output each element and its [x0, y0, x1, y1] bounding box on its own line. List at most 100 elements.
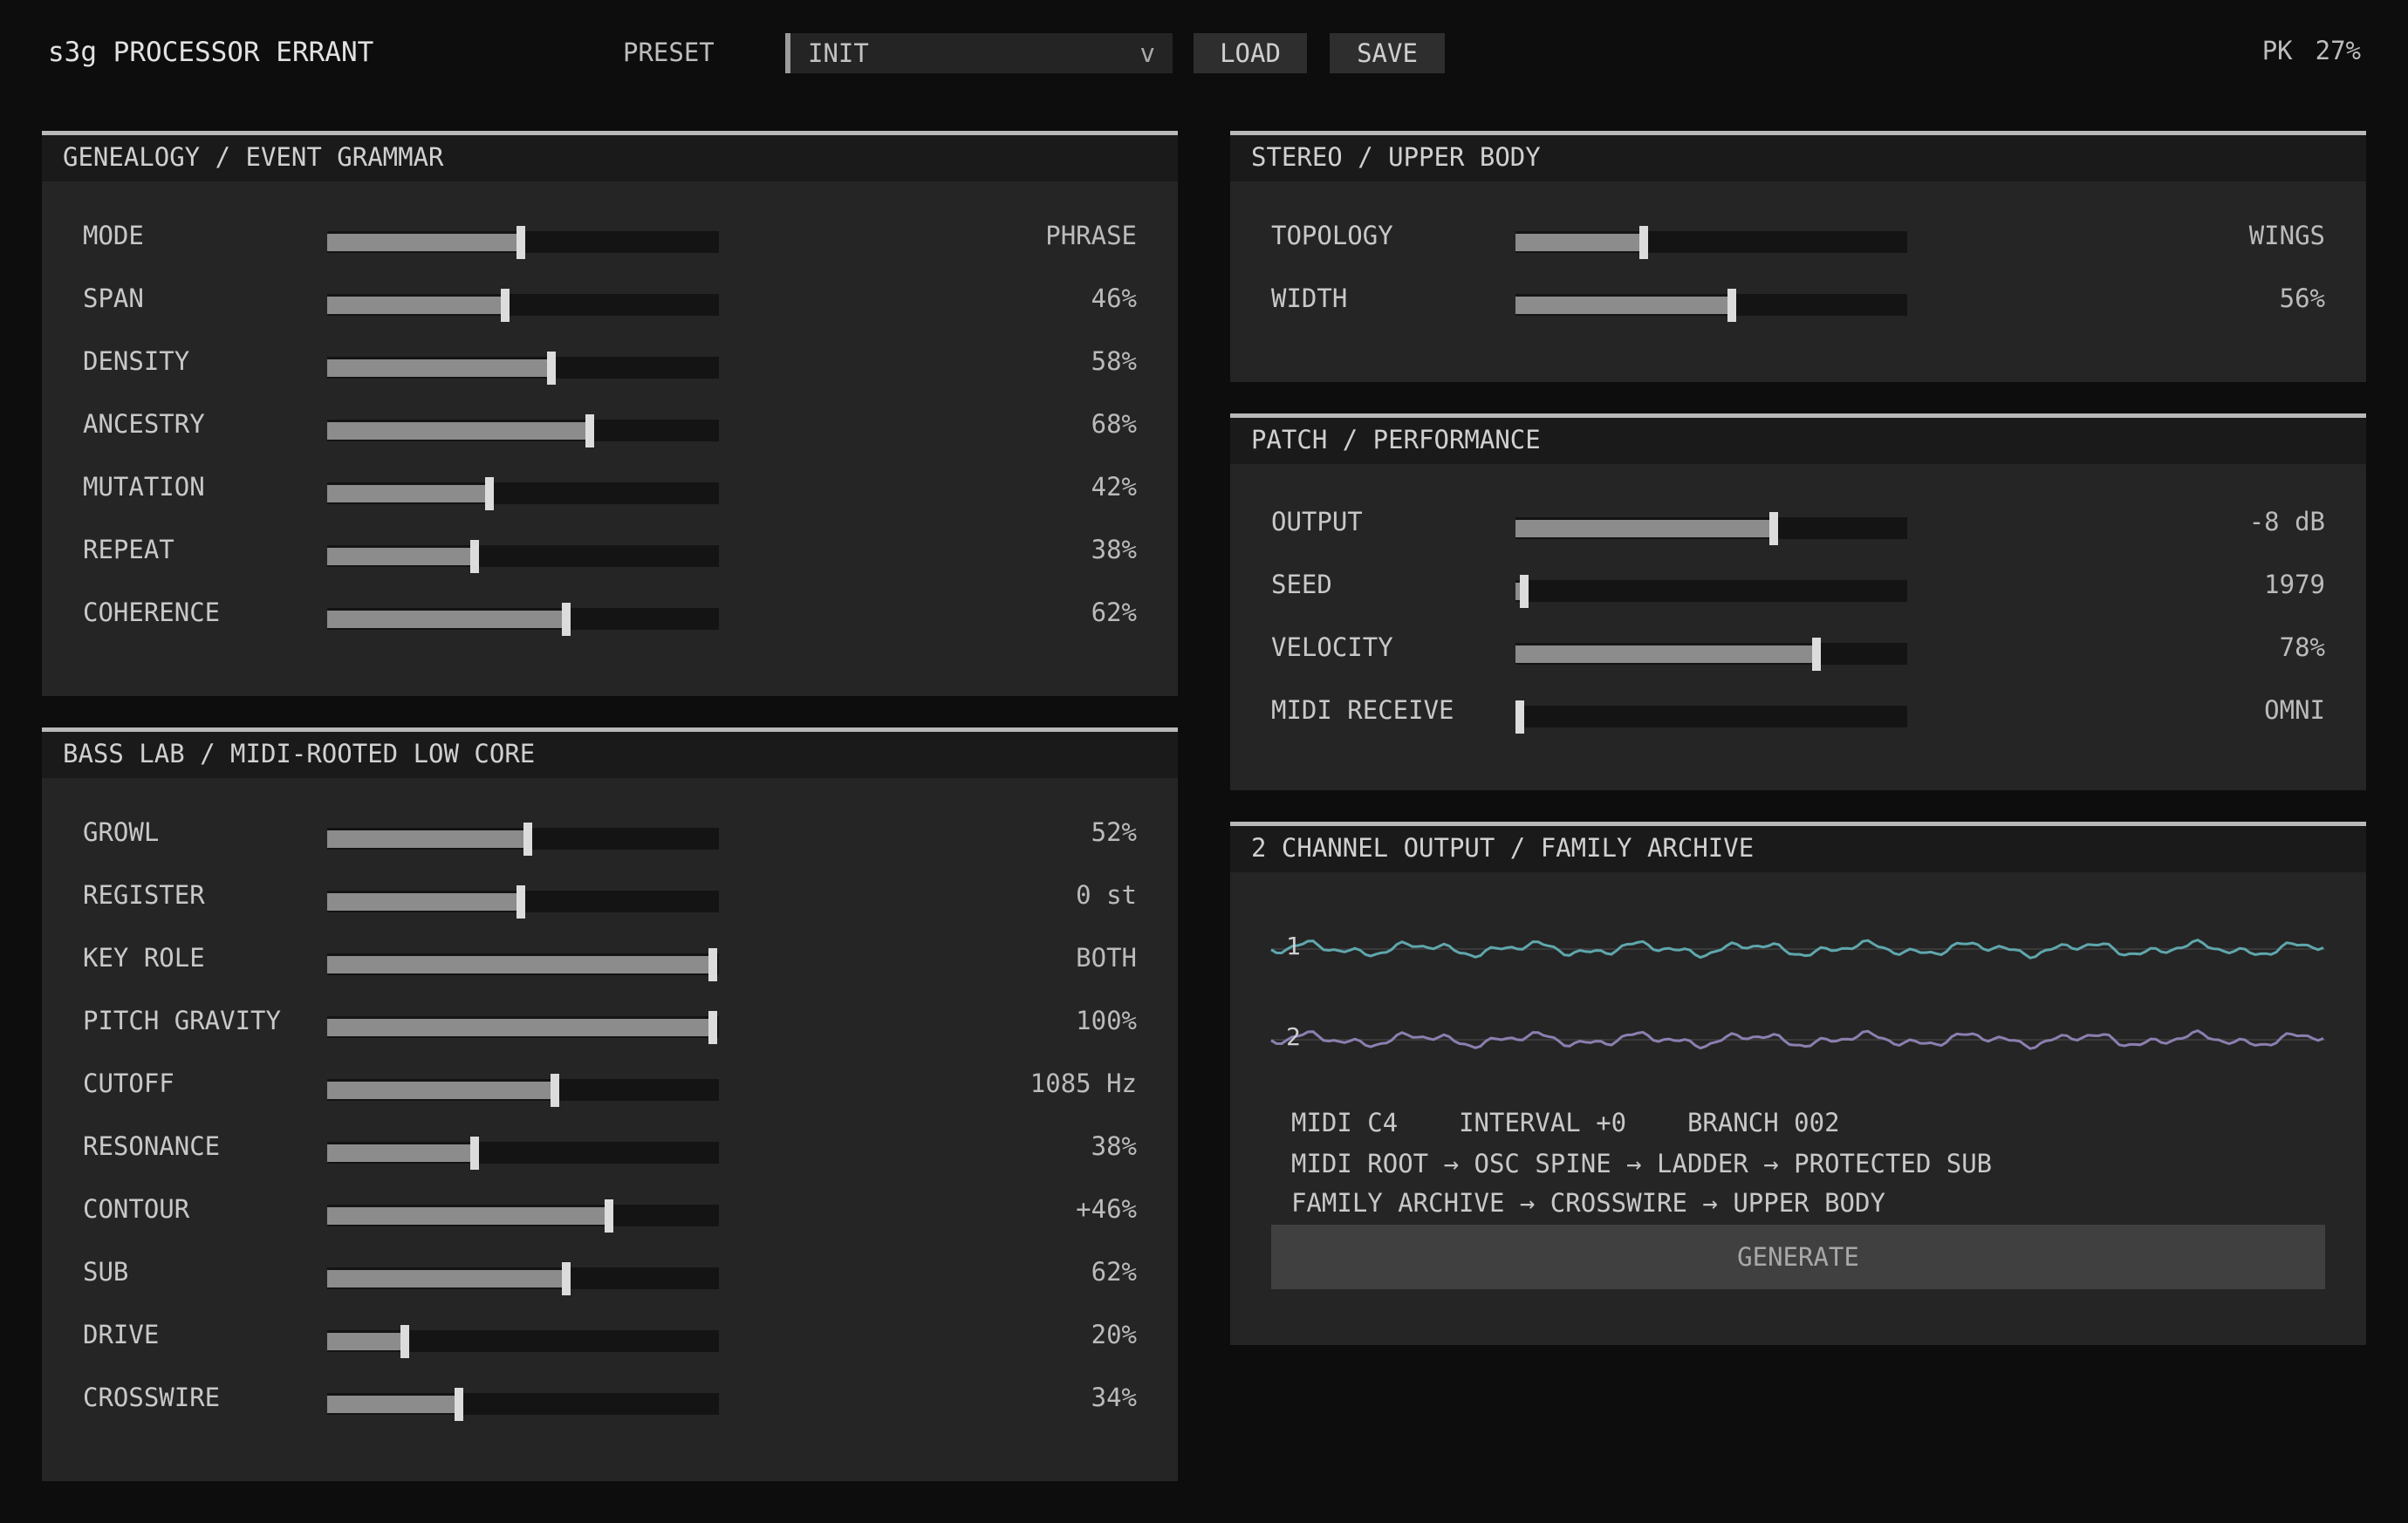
slider-thumb[interactable]	[708, 948, 717, 981]
slider-fill	[327, 1144, 474, 1162]
slider-thumb[interactable]	[516, 885, 525, 919]
slider-thumb[interactable]	[485, 477, 494, 510]
param-slider[interactable]	[327, 603, 719, 636]
param-value: 42%	[1091, 472, 1137, 502]
param-slider[interactable]	[327, 414, 719, 447]
param-label: ANCESTRY	[83, 409, 205, 439]
slider-thumb[interactable]	[605, 1199, 613, 1233]
param-slider[interactable]	[327, 1325, 719, 1358]
slider-thumb[interactable]	[562, 1262, 571, 1295]
slider-thumb[interactable]	[1812, 638, 1821, 671]
slider-thumb[interactable]	[1727, 289, 1736, 322]
output-panel: 2 CHANNEL OUTPUT / FAMILY ARCHIVE 1 2 MI…	[1230, 822, 2366, 1345]
param-value: 34%	[1091, 1383, 1137, 1412]
slider-thumb[interactable]	[547, 352, 556, 385]
route-line-2: FAMILY ARCHIVE → CROSSWIRE → UPPER BODY	[1291, 1188, 1885, 1218]
slider-thumb[interactable]	[562, 603, 571, 636]
param-row: GROWL 52%	[42, 812, 1178, 856]
preset-select[interactable]: INIT v	[785, 33, 1173, 73]
param-slider[interactable]	[327, 352, 719, 385]
slider-thumb[interactable]	[1520, 575, 1529, 608]
param-label: CUTOFF	[83, 1069, 174, 1098]
param-slider[interactable]	[327, 1388, 719, 1421]
param-row: REPEAT 38%	[42, 529, 1178, 573]
stereo-panel: STEREO / UPPER BODY TOPOLOGY WINGS WIDTH 56…	[1230, 131, 2366, 382]
param-value: OMNI	[2264, 695, 2325, 725]
slider-thumb[interactable]	[1769, 512, 1778, 545]
peak-label: PK	[2261, 36, 2293, 65]
param-label: CONTOUR	[83, 1194, 190, 1224]
param-slider[interactable]	[1515, 226, 1907, 259]
chevron-down-icon: v	[1139, 38, 1155, 68]
param-label: COHERENCE	[83, 598, 221, 627]
load-button[interactable]: LOAD	[1194, 33, 1307, 73]
channel-1-label: 1	[1286, 932, 1301, 960]
slider-fill	[327, 422, 589, 440]
param-slider[interactable]	[327, 289, 719, 322]
param-label: SEED	[1271, 570, 1332, 599]
param-value: 62%	[1091, 598, 1137, 627]
param-row: SEED 1979	[1230, 564, 2366, 608]
waveform-display: 1 2	[1270, 932, 2325, 1051]
param-row: TOPOLOGY WINGS	[1230, 215, 2366, 259]
slider-thumb[interactable]	[470, 540, 479, 573]
top-bar: s3g PROCESSOR ERRANT PRESET INIT v LOAD …	[0, 0, 2408, 105]
slider-thumb[interactable]	[1515, 700, 1524, 734]
param-slider[interactable]	[327, 885, 719, 919]
slider-thumb[interactable]	[400, 1325, 409, 1358]
param-slider[interactable]	[327, 1074, 719, 1107]
param-value: 0 st	[1076, 880, 1137, 910]
param-slider[interactable]	[327, 1199, 719, 1233]
generate-button[interactable]: GENERATE	[1271, 1225, 2325, 1289]
param-label: MUTATION	[83, 472, 205, 502]
param-value: 58%	[1091, 346, 1137, 376]
slider-fill	[327, 893, 520, 911]
slider-thumb[interactable]	[708, 1011, 717, 1044]
param-slider[interactable]	[1515, 512, 1907, 545]
preset-label: PRESET	[623, 38, 715, 67]
slider-thumb[interactable]	[551, 1074, 559, 1107]
param-slider[interactable]	[327, 477, 719, 510]
slider-thumb[interactable]	[523, 823, 532, 856]
param-slider[interactable]	[1515, 575, 1907, 608]
param-row: ANCESTRY 68%	[42, 404, 1178, 447]
param-label: DENSITY	[83, 346, 190, 376]
param-row: WIDTH 56%	[1230, 278, 2366, 322]
slider-fill	[327, 956, 712, 973]
param-row: COHERENCE 62%	[42, 592, 1178, 636]
slider-fill	[327, 297, 504, 314]
param-row: VELOCITY 78%	[1230, 627, 2366, 671]
param-label: MIDI RECEIVE	[1271, 695, 1454, 725]
param-slider[interactable]	[327, 540, 719, 573]
slider-thumb[interactable]	[470, 1137, 479, 1170]
app-title: s3g PROCESSOR ERRANT	[48, 37, 374, 68]
slider-thumb[interactable]	[516, 226, 525, 259]
param-row: MIDI RECEIVE OMNI	[1230, 690, 2366, 734]
save-button[interactable]: SAVE	[1330, 33, 1445, 73]
slider-fill	[327, 1019, 712, 1036]
param-slider[interactable]	[327, 948, 719, 981]
slider-thumb[interactable]	[1639, 226, 1648, 259]
param-value: 62%	[1091, 1257, 1137, 1287]
slider-fill	[1515, 520, 1773, 537]
param-slider[interactable]	[1515, 638, 1907, 671]
param-label: SUB	[83, 1257, 129, 1287]
param-slider[interactable]	[327, 226, 719, 259]
slider-fill	[327, 1082, 554, 1099]
slider-thumb[interactable]	[455, 1388, 463, 1421]
param-slider[interactable]	[1515, 289, 1907, 322]
param-value: -8 dB	[2248, 507, 2325, 536]
param-slider[interactable]	[327, 1262, 719, 1295]
param-value: +46%	[1076, 1194, 1137, 1224]
slider-thumb[interactable]	[501, 289, 510, 322]
param-slider[interactable]	[327, 823, 719, 856]
slider-fill	[327, 234, 520, 251]
slider-thumb[interactable]	[585, 414, 594, 447]
param-slider[interactable]	[1515, 700, 1907, 734]
param-slider[interactable]	[327, 1011, 719, 1044]
bass-lab-panel: BASS LAB / MIDI-ROOTED LOW CORE GROWL 52%…	[42, 727, 1178, 1481]
param-value: 52%	[1091, 817, 1137, 847]
param-label: DRIVE	[83, 1320, 160, 1349]
param-slider[interactable]	[327, 1137, 719, 1170]
param-row: PITCH GRAVITY 100%	[42, 1001, 1178, 1044]
